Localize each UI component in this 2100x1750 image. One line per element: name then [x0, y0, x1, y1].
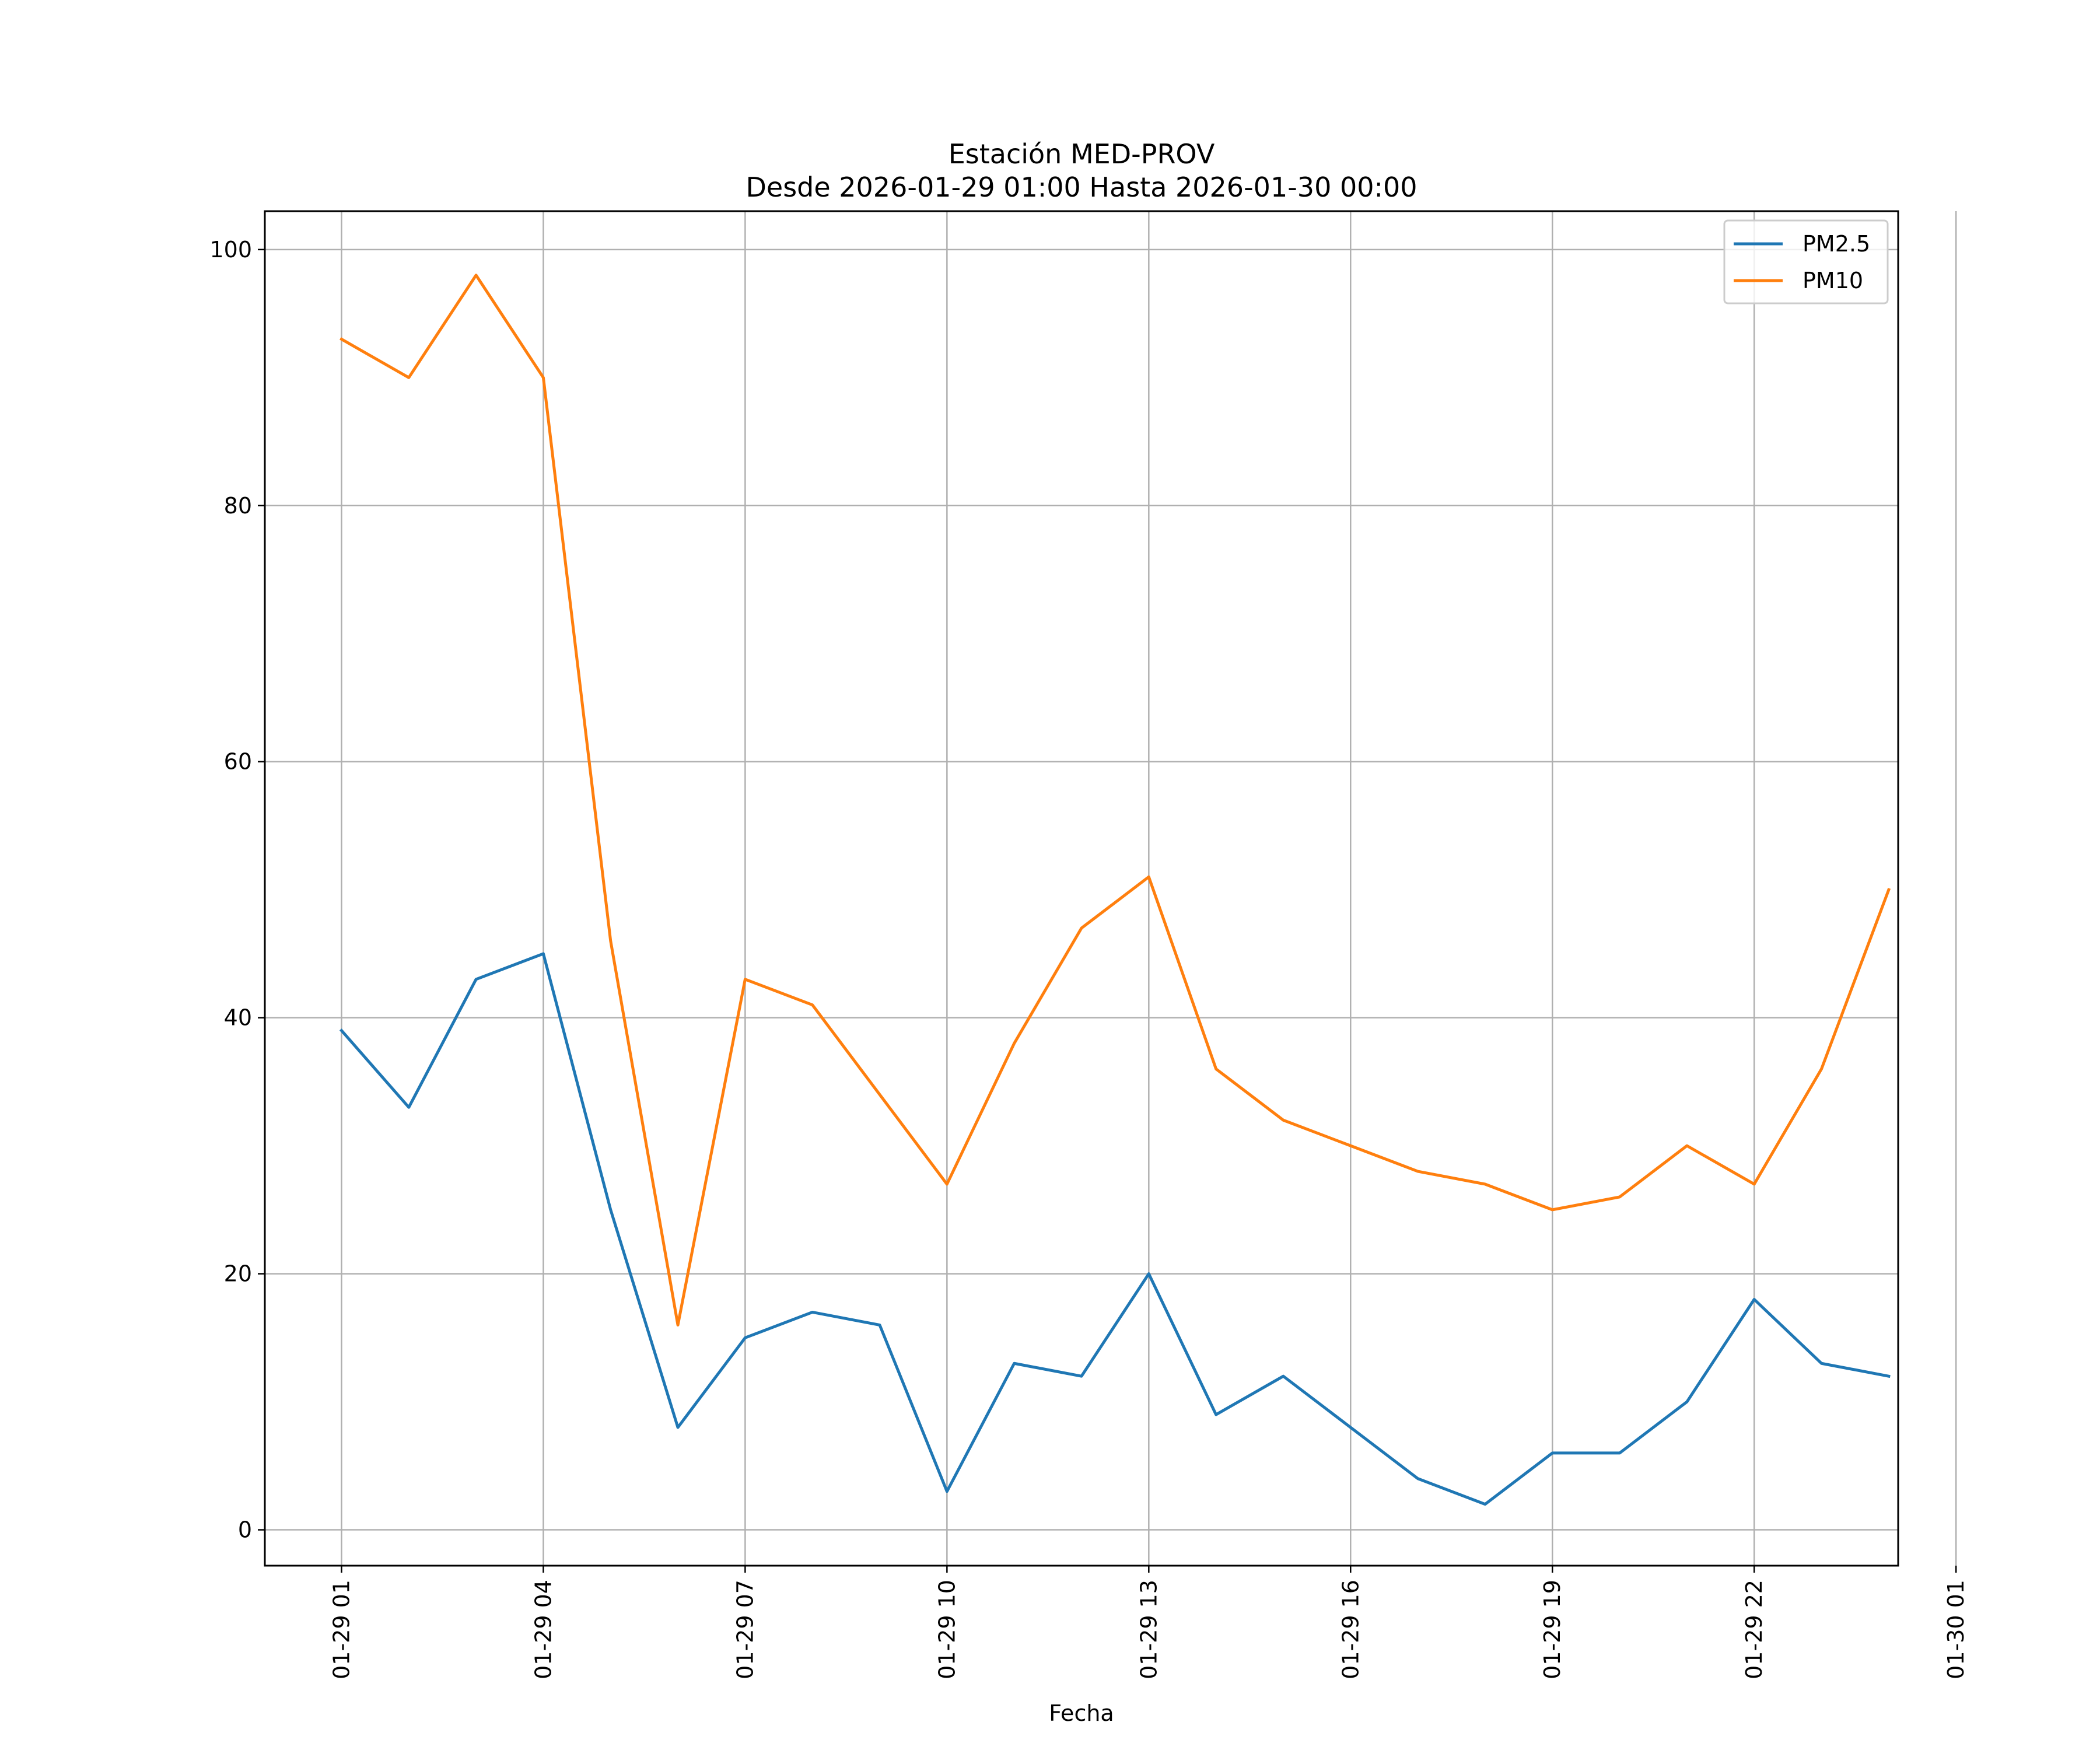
chart-subtitle: Desde 2026-01-29 01:00 Hasta 2026-01-30 …: [746, 172, 1417, 203]
x-tick-label: 01-29 01: [328, 1580, 354, 1679]
y-tick-label: 40: [224, 1005, 252, 1031]
x-tick-label: 01-29 07: [732, 1580, 758, 1679]
legend: PM2.5 PM10: [1723, 219, 1889, 304]
legend-label-pm25: PM2.5: [1803, 231, 1870, 257]
chart-title: Estación MED-PROV: [949, 138, 1215, 170]
y-tick-label: 80: [224, 493, 252, 519]
axis-ticks: 01-29 01 01-29 04 01-29 07 01-29 10 01-29 13…: [209, 237, 1969, 1679]
series-line-pm10: [340, 274, 1891, 1326]
x-axis-label: Fecha: [1049, 1700, 1114, 1726]
x-tick-label: 01-29 13: [1136, 1580, 1161, 1679]
x-tick-label: 01-30 01: [1943, 1580, 1969, 1679]
y-tick-label: 100: [209, 237, 252, 262]
x-tick-label: 01-29 04: [530, 1580, 556, 1679]
grid-lines: [265, 211, 1957, 1566]
x-tick-label: 01-29 19: [1539, 1580, 1565, 1679]
y-tick-label: 60: [224, 749, 252, 775]
series-lines: [339, 274, 1891, 1506]
x-tick-label: 01-29 10: [934, 1580, 960, 1679]
x-tick-label: 01-29 22: [1741, 1580, 1767, 1679]
series-line-pm25: [339, 952, 1891, 1506]
legend-box: [1723, 219, 1889, 304]
plot-frame: [264, 210, 1899, 1567]
legend-label-pm10: PM10: [1803, 268, 1863, 293]
x-tick-label: 01-29 16: [1338, 1580, 1363, 1679]
y-tick-label: 20: [224, 1261, 252, 1287]
y-tick-label: 0: [238, 1517, 252, 1543]
